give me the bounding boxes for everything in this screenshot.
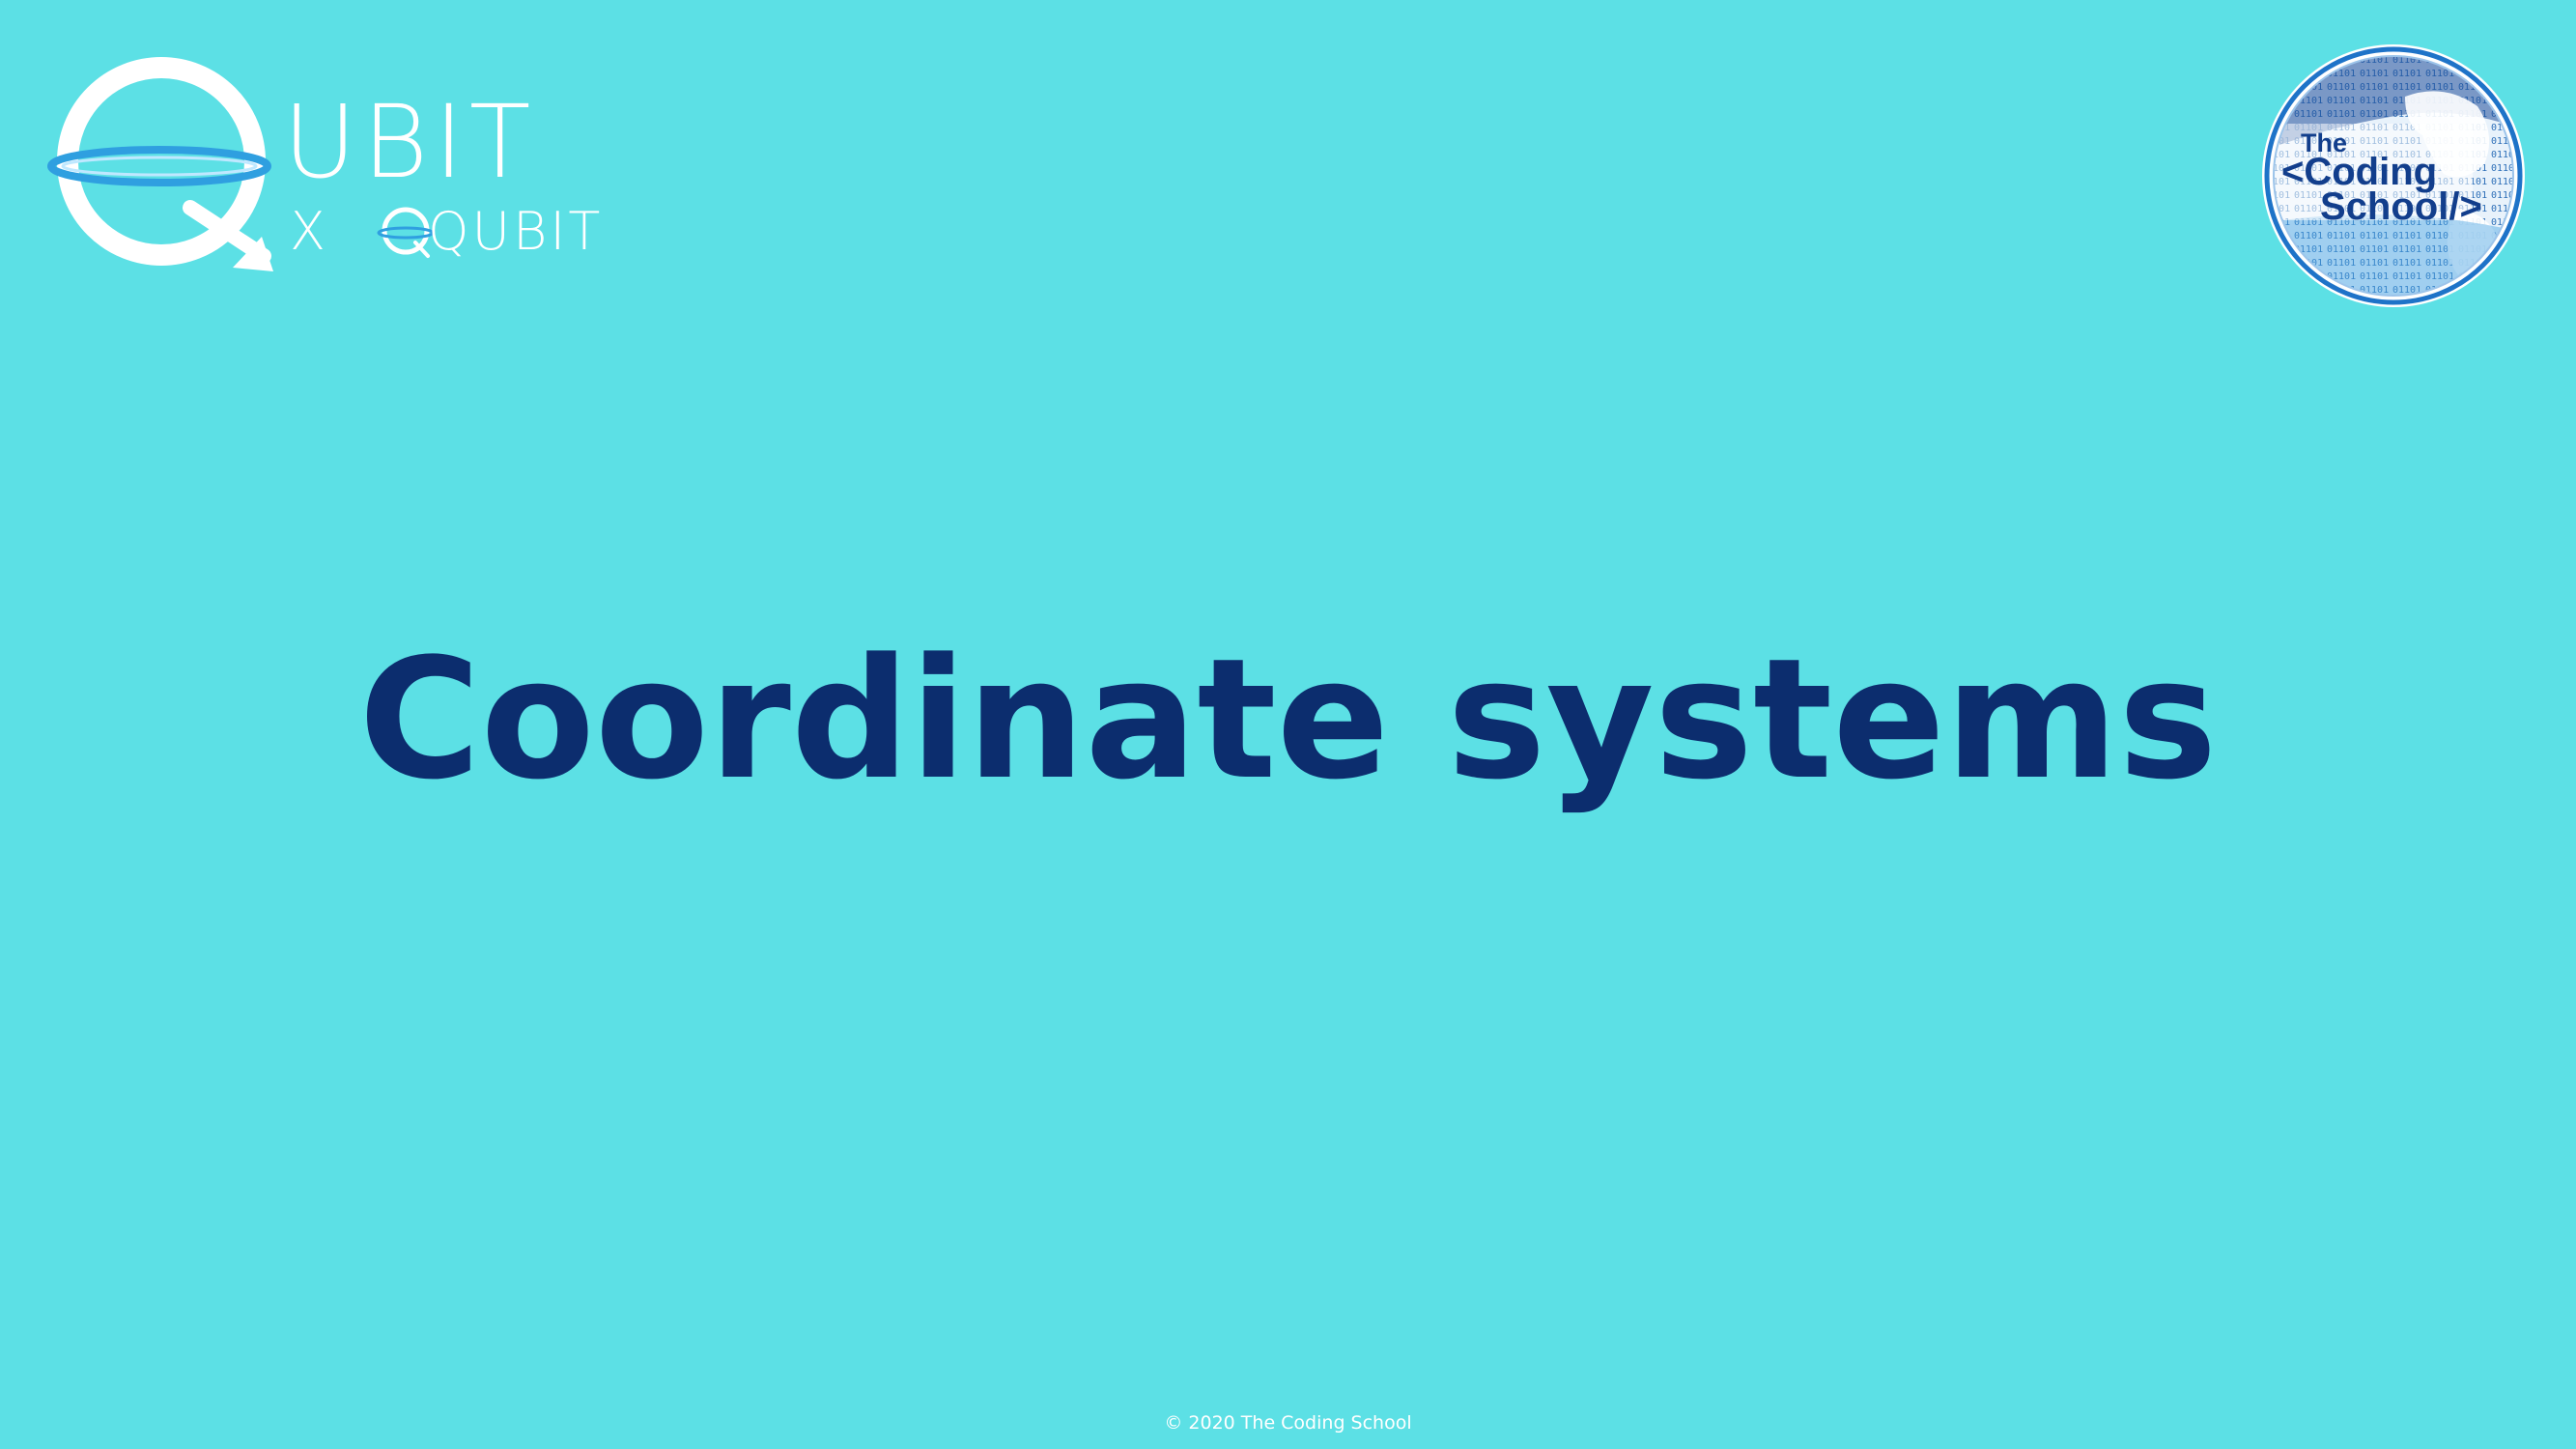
coding-school-logo-the: The bbox=[2301, 128, 2348, 157]
qubit-logo-x: X bbox=[290, 201, 326, 262]
qubit-x-qubit-logo: UBIT X QUBIT bbox=[43, 53, 600, 285]
copyright-footer: © 2020 The Coding School bbox=[1164, 1412, 1412, 1434]
qubit-q-emblem-icon bbox=[47, 57, 435, 271]
qubit-logo-word: UBIT bbox=[283, 83, 537, 201]
coding-school-logo-coding: <Coding bbox=[2281, 151, 2438, 193]
coding-school-logo-school: School/> bbox=[2320, 185, 2482, 228]
globe-badge-icon: 01101 bbox=[2262, 44, 2525, 307]
qubit-logo-sub-word: QUBIT bbox=[428, 201, 604, 262]
slide-title: Coordinate systems bbox=[358, 622, 2218, 816]
coding-school-logo: 01101 The <Coding School/> bbox=[2260, 39, 2526, 314]
